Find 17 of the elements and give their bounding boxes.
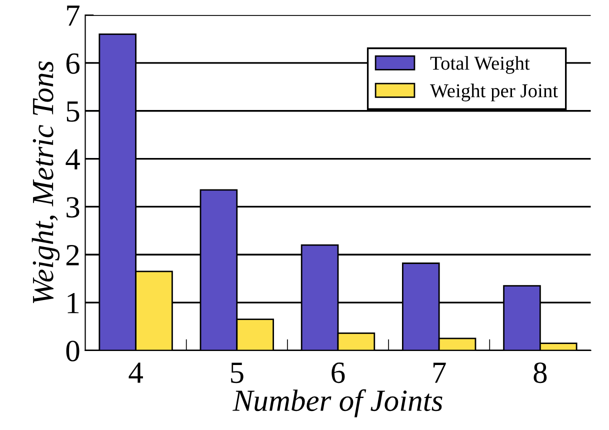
y-tick-label: 2 xyxy=(66,244,79,266)
legend-label: Total Weight xyxy=(430,56,530,74)
y-tick-label: 0 xyxy=(66,340,80,362)
x-axis-title: Number of Joints xyxy=(232,389,442,418)
y-tick-label: 3 xyxy=(66,197,80,218)
legend-label: Weight per Joint xyxy=(430,84,558,102)
y-tick-label: 4 xyxy=(66,149,80,170)
y-tick-label: 1 xyxy=(68,292,79,314)
y-tick-label: 5 xyxy=(66,101,80,122)
x-tick-label: 4 xyxy=(128,362,143,383)
x-tick-label: 5 xyxy=(231,362,244,384)
y-tick-label: 7 xyxy=(67,6,80,26)
x-tick-label: 7 xyxy=(433,362,446,383)
y-axis-title: Weight, Metric Tons xyxy=(32,61,60,304)
x-tick-label: 8 xyxy=(534,362,547,384)
x-tick-label: 6 xyxy=(332,362,345,384)
y-tick-label: 6 xyxy=(66,53,80,74)
